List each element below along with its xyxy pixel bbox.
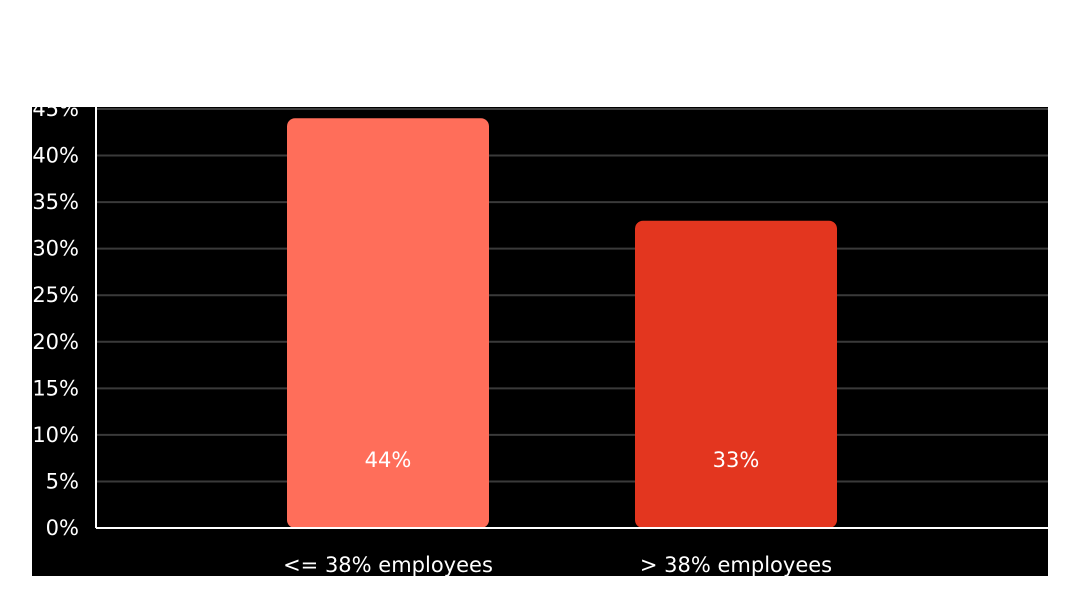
gridlines — [96, 108, 1048, 483]
y-tick-label: 20% — [32, 330, 79, 354]
y-tick-label: 5% — [46, 469, 79, 493]
y-tick-label: 25% — [32, 283, 79, 307]
bar-chart: 0% 5% 10% 15% 20% 25% 30% 35% 40% 45% 44% 33% <= 3… — [32, 107, 1048, 576]
y-tick-label: 10% — [32, 423, 79, 447]
x-axis-categories: <= 38% employees > 38% employees — [283, 553, 832, 576]
y-tick-label: 35% — [32, 190, 79, 214]
bars: 44% 33% — [287, 118, 837, 529]
bar-value-label: 33% — [713, 448, 760, 472]
x-category-label: > 38% employees — [640, 553, 832, 576]
chart-panel: 0% 5% 10% 15% 20% 25% 30% 35% 40% 45% 44% 33% <= 3… — [32, 107, 1048, 576]
x-category-label: <= 38% employees — [283, 553, 493, 576]
y-tick-label: 15% — [32, 376, 79, 400]
y-tick-label: 0% — [46, 516, 79, 540]
bar — [287, 118, 489, 529]
y-tick-label: 45% — [32, 107, 79, 121]
bar-value-label: 44% — [365, 448, 412, 472]
bar — [635, 220, 837, 528]
y-tick-label: 40% — [32, 144, 79, 168]
y-tick-label: 30% — [32, 237, 79, 261]
y-axis-ticks: 0% 5% 10% 15% 20% 25% 30% 35% 40% 45% — [32, 107, 79, 540]
